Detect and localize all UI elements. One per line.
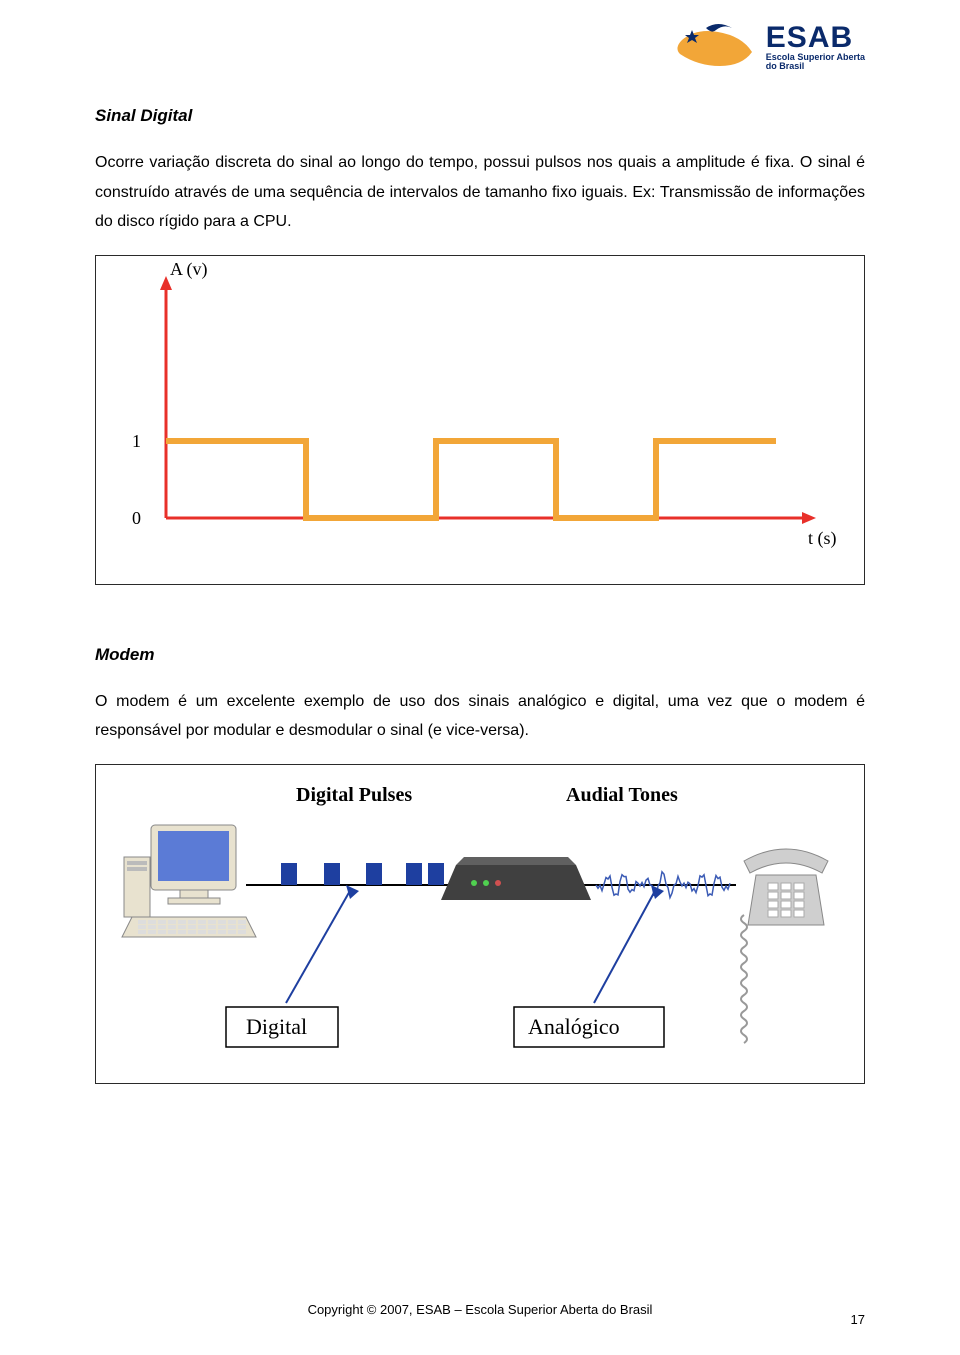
esab-logo-text: ESAB Escola Superior Aberta do Brasil [766, 23, 865, 72]
digital-signal-chart: A (v) t (s) 1 0 [95, 255, 865, 585]
svg-text:Digital: Digital [246, 1014, 307, 1039]
svg-text:1: 1 [132, 431, 141, 451]
section-sinal-digital-paragraph: Ocorre variação discreta do sinal ao lon… [95, 148, 865, 237]
svg-text:t (s): t (s) [808, 528, 837, 549]
svg-text:A (v): A (v) [170, 259, 208, 280]
logo-sub2: do Brasil [766, 62, 805, 71]
svg-text:Digital Pulses: Digital Pulses [296, 784, 412, 806]
header-logo: ESAB Escola Superior Aberta do Brasil [95, 18, 865, 76]
copyright-footer: Copyright © 2007, ESAB – Escola Superior… [0, 1302, 960, 1317]
svg-text:0: 0 [132, 508, 141, 528]
section-modem-title: Modem [95, 645, 865, 665]
page-number: 17 [851, 1312, 865, 1327]
esab-logo-icon [668, 18, 758, 76]
logo-word: ESAB [766, 23, 853, 53]
svg-text:Audial Tones: Audial Tones [566, 784, 678, 806]
section-sinal-digital-title: Sinal Digital [95, 106, 865, 126]
svg-text:Analógico: Analógico [528, 1014, 620, 1039]
modem-diagram: Digital Pulses Audial Tones Digital Analógi… [95, 764, 865, 1084]
section-modem-paragraph: O modem é um excelente exemplo de uso do… [95, 687, 865, 746]
